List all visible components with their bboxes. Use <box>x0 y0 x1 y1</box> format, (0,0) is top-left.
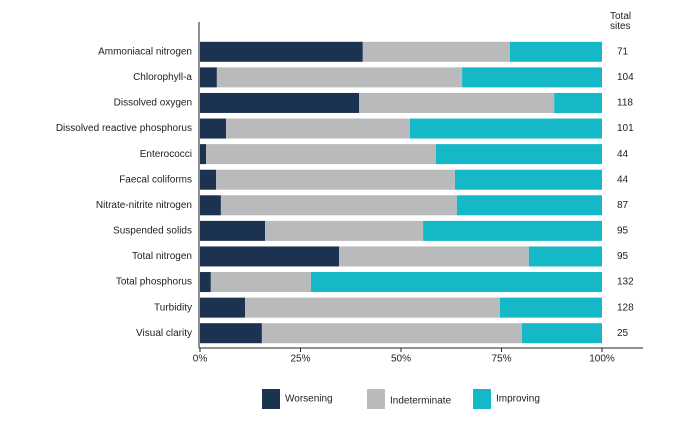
bar-segment <box>200 220 266 241</box>
bar-segment <box>528 246 602 267</box>
bar-segment <box>200 118 227 139</box>
bar-segment <box>339 246 529 267</box>
total-sites: 25 <box>617 328 629 339</box>
legend-swatch <box>367 389 385 409</box>
bar-segment <box>200 41 363 62</box>
x-tick-label: 75% <box>491 354 511 365</box>
bar-segment <box>509 41 602 62</box>
x-tick-label: 50% <box>391 354 411 365</box>
bar-segment <box>200 195 221 216</box>
bar-segment <box>359 92 555 113</box>
bar-segment <box>245 297 500 318</box>
category-label: Nitrate-nitrite nitrogen <box>96 200 192 211</box>
bar-segment <box>362 41 510 62</box>
total-sites: 104 <box>617 72 634 83</box>
bar-segment <box>200 92 360 113</box>
bar-segment <box>454 169 602 190</box>
bar-segment <box>265 220 424 241</box>
bar-segment <box>554 92 602 113</box>
total-sites-header: Total sites <box>610 11 632 32</box>
bar-segment <box>200 297 246 318</box>
total-sites: 118 <box>617 98 633 109</box>
category-label: Visual clarity <box>136 328 192 339</box>
bar-segment <box>210 272 311 293</box>
total-sites: 44 <box>617 149 629 160</box>
bar-segment <box>435 144 602 165</box>
category-label: Total phosphorus <box>116 277 192 288</box>
legend-swatch <box>473 389 491 409</box>
legend-label: Worsening <box>285 394 333 405</box>
category-label: Total nitrogen <box>132 251 192 262</box>
total-sites: 87 <box>617 200 629 211</box>
total-sites: 101 <box>617 123 634 134</box>
total-sites: 128 <box>617 302 634 313</box>
total-sites: 132 <box>617 277 634 288</box>
bar-segment <box>216 67 463 88</box>
legend-label: Improving <box>496 394 540 405</box>
legend-label: Indeterminate <box>390 396 452 407</box>
total-sites: 71 <box>617 46 629 57</box>
category-label: Enterococci <box>140 149 192 160</box>
bar-segment <box>310 272 602 293</box>
category-label: Chlorophyll-a <box>133 72 192 83</box>
bar-segment <box>200 272 211 293</box>
x-tick-label: 0% <box>193 354 208 365</box>
category-label: Dissolved oxygen <box>114 98 192 109</box>
bar-segment <box>200 144 207 165</box>
bar-segment <box>423 220 602 241</box>
bar-segment <box>226 118 410 139</box>
bar-segment <box>200 246 340 267</box>
category-label: Faecal coliforms <box>119 174 192 185</box>
category-label: Turbidity <box>154 302 192 313</box>
bar-segment <box>499 297 602 318</box>
x-tick-label: 25% <box>290 354 310 365</box>
legend-swatch <box>262 389 280 409</box>
total-sites: 95 <box>617 251 629 262</box>
total-sites: 44 <box>617 174 629 185</box>
bar-segment <box>409 118 602 139</box>
bar-segment <box>200 169 217 190</box>
bar-segment <box>462 67 602 88</box>
bar-segment <box>200 323 262 344</box>
bar-segment <box>216 169 455 190</box>
x-tick-label: 100% <box>589 354 615 365</box>
bar-segment <box>220 195 457 216</box>
bar-segment <box>522 323 602 344</box>
category-label: Ammoniacal nitrogen <box>98 46 192 57</box>
bar-segment <box>200 67 217 88</box>
total-sites: 95 <box>617 226 629 237</box>
category-label: Suspended solids <box>113 226 192 237</box>
bar-segment <box>456 195 602 216</box>
category-label: Dissolved reactive phosphorus <box>56 123 192 134</box>
bar-segment <box>206 144 436 165</box>
bar-segment <box>261 323 523 344</box>
